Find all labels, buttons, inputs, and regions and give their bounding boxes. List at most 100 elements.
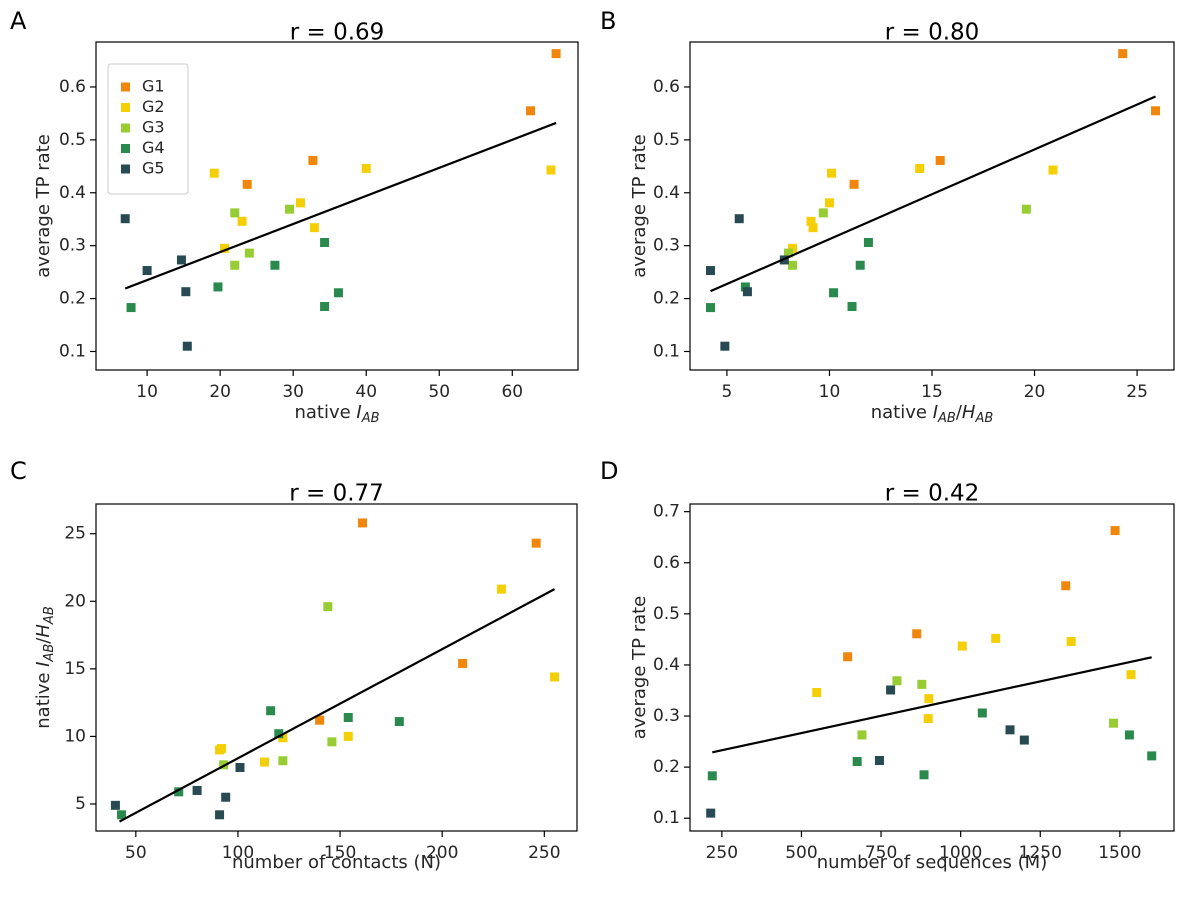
y-tick-label: 25 <box>64 524 86 544</box>
point-g1 <box>1151 106 1161 116</box>
point-g4 <box>740 282 750 292</box>
point-g4 <box>847 302 857 312</box>
y-tick-label: 0.3 <box>653 236 680 256</box>
point-g1 <box>843 652 853 662</box>
point-g2 <box>991 633 1001 643</box>
point-g5 <box>706 808 716 818</box>
legend-box <box>107 63 189 195</box>
y-tick-label: 10 <box>64 726 86 746</box>
point-g4 <box>320 238 330 248</box>
y-tick-label: 0.2 <box>59 289 86 309</box>
y-axis-title: average TP rate <box>629 134 650 278</box>
point-g1 <box>551 49 561 59</box>
x-tick-label: 20 <box>1024 382 1046 402</box>
chart-title: r = 0.77 <box>289 481 384 507</box>
y-tick-label: 0.2 <box>653 289 680 309</box>
point-g4 <box>126 303 136 313</box>
point-g4 <box>270 260 280 270</box>
x-tick-label: 250 <box>706 843 738 863</box>
point-g5 <box>1019 735 1029 745</box>
point-g2 <box>550 672 560 682</box>
point-g2 <box>546 165 556 175</box>
point-g2 <box>220 243 230 253</box>
point-g3 <box>323 602 333 612</box>
panel-letter: C <box>10 457 27 485</box>
legend-marker <box>121 123 130 133</box>
point-g2 <box>209 168 219 178</box>
point-g5 <box>1005 725 1015 735</box>
x-tick-label: 200 <box>426 843 458 863</box>
x-tick-label: 20 <box>209 382 231 402</box>
point-g2 <box>1048 165 1058 175</box>
x-axis-title: number of sequences (M) <box>817 852 1047 873</box>
point-g4 <box>919 770 929 780</box>
point-g1 <box>912 629 922 639</box>
regression-line <box>712 656 1152 754</box>
point-g2 <box>260 757 270 767</box>
y-tick-label: 0.3 <box>653 706 680 726</box>
y-axis-title: average TP rate <box>629 596 650 740</box>
point-g4 <box>274 729 284 739</box>
point-g4 <box>706 303 716 313</box>
point-g5 <box>720 341 730 351</box>
point-g4 <box>266 706 276 716</box>
legend-marker <box>121 82 130 92</box>
y-tick-label: 0.1 <box>653 808 680 828</box>
point-g5 <box>142 266 152 276</box>
point-g4 <box>394 717 404 727</box>
point-g4 <box>707 771 717 781</box>
point-g2 <box>343 731 353 741</box>
point-g4 <box>117 810 127 820</box>
y-tick-label: 0.5 <box>59 130 86 150</box>
panel-letter: D <box>600 457 618 485</box>
point-g2 <box>808 223 818 233</box>
point-g5 <box>110 800 120 810</box>
point-g2 <box>1126 670 1136 680</box>
point-g1 <box>1061 581 1071 591</box>
point-g4 <box>863 238 873 248</box>
x-tick-label: 50 <box>125 843 147 863</box>
panel-c: Cr = 0.77 50 100 150 200 250 5 10 15 20 25 number o… <box>10 457 578 873</box>
x-tick-label: 100 <box>222 843 254 863</box>
point-g2 <box>812 688 822 698</box>
plot-frame <box>95 41 579 371</box>
legend-label: G4 <box>142 138 165 157</box>
point-g5 <box>886 685 896 695</box>
y-tick-label: 20 <box>64 591 86 611</box>
y-tick-label: 5 <box>75 794 86 814</box>
point-g3 <box>230 260 240 270</box>
point-g3 <box>857 730 867 740</box>
point-g2 <box>496 584 506 594</box>
point-g5 <box>181 287 191 297</box>
y-tick-label: 0.1 <box>59 341 86 361</box>
point-g3 <box>278 756 288 766</box>
point-g1 <box>358 518 368 528</box>
x-tick-label: 10 <box>136 382 158 402</box>
x-axis-title: native IAB <box>294 402 379 426</box>
legend-label: G5 <box>142 159 165 178</box>
point-g3 <box>783 248 793 258</box>
x-tick-label: 250 <box>528 843 560 863</box>
point-g4 <box>174 787 184 797</box>
point-g4 <box>829 288 839 298</box>
point-g3 <box>818 208 828 218</box>
y-tick-label: 0.2 <box>653 757 680 777</box>
point-g5 <box>182 341 192 351</box>
point-g3 <box>788 260 798 270</box>
x-tick-label: 5 <box>722 382 733 402</box>
y-tick-label: 0.6 <box>653 553 680 573</box>
point-g4 <box>977 708 987 718</box>
panel-letter: A <box>10 7 27 35</box>
x-tick-label: 750 <box>865 843 897 863</box>
y-tick-label: 0.7 <box>653 502 680 522</box>
point-g1 <box>935 156 945 166</box>
legend-marker <box>121 144 130 153</box>
point-g1 <box>315 715 325 725</box>
regression-line <box>710 95 1156 293</box>
point-g3 <box>917 679 927 689</box>
y-tick-label: 0.6 <box>59 77 86 97</box>
panel-d: Dr = 0.42 250 500 750 1000 1250 1500 0.1 0.2 0.3 0… <box>600 457 1175 873</box>
x-tick-label: 40 <box>355 382 377 402</box>
